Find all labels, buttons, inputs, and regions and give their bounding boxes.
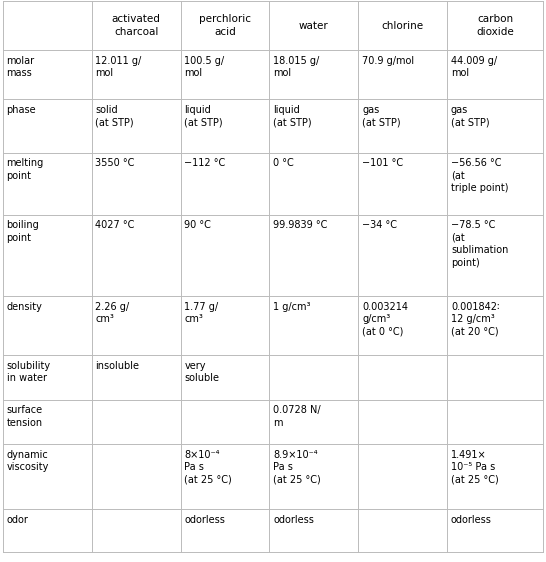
Text: 90 °C: 90 °C: [185, 220, 211, 230]
Text: 70.9 g/mol: 70.9 g/mol: [362, 56, 414, 66]
Text: −101 °C: −101 °C: [362, 158, 403, 168]
Text: 0.0728 N/
m: 0.0728 N/ m: [273, 405, 321, 428]
Text: 8×10⁻⁴
Pa s
(at 25 °C): 8×10⁻⁴ Pa s (at 25 °C): [185, 450, 232, 484]
Text: 0 °C: 0 °C: [273, 158, 294, 168]
Text: gas
(at STP): gas (at STP): [362, 105, 401, 127]
Text: phase: phase: [7, 105, 36, 115]
Text: surface
tension: surface tension: [7, 405, 43, 428]
Text: 44.009 g/
mol: 44.009 g/ mol: [451, 56, 497, 78]
Text: odor: odor: [7, 515, 28, 525]
Text: 0.001842∶
12 g/cm³
(at 20 °C): 0.001842∶ 12 g/cm³ (at 20 °C): [451, 302, 500, 337]
Text: 1.491×
10⁻⁵ Pa s
(at 25 °C): 1.491× 10⁻⁵ Pa s (at 25 °C): [451, 450, 498, 484]
Text: perchloric
acid: perchloric acid: [199, 15, 251, 37]
Text: 8.9×10⁻⁴
Pa s
(at 25 °C): 8.9×10⁻⁴ Pa s (at 25 °C): [273, 450, 321, 484]
Text: −112 °C: −112 °C: [185, 158, 225, 168]
Text: 1 g/cm³: 1 g/cm³: [273, 302, 311, 312]
Text: liquid
(at STP): liquid (at STP): [273, 105, 312, 127]
Text: 1.77 g/
cm³: 1.77 g/ cm³: [185, 302, 218, 324]
Text: gas
(at STP): gas (at STP): [451, 105, 490, 127]
Text: very
soluble: very soluble: [185, 361, 219, 383]
Text: solubility
in water: solubility in water: [7, 361, 51, 383]
Text: water: water: [299, 21, 329, 30]
Text: insoluble: insoluble: [96, 361, 139, 371]
Text: molar
mass: molar mass: [7, 56, 35, 78]
Text: chlorine: chlorine: [382, 21, 424, 30]
Text: density: density: [7, 302, 43, 312]
Text: melting
point: melting point: [7, 158, 44, 181]
Text: carbon
dioxide: carbon dioxide: [476, 15, 514, 37]
Text: −78.5 °C
(at
sublimation
point): −78.5 °C (at sublimation point): [451, 220, 508, 268]
Text: activated
charcoal: activated charcoal: [111, 15, 161, 37]
Text: odorless: odorless: [273, 515, 314, 525]
Text: −34 °C: −34 °C: [362, 220, 397, 230]
Text: odorless: odorless: [185, 515, 225, 525]
Text: 18.015 g/
mol: 18.015 g/ mol: [273, 56, 319, 78]
Text: solid
(at STP): solid (at STP): [96, 105, 134, 127]
Text: 99.9839 °C: 99.9839 °C: [273, 220, 328, 230]
Text: 12.011 g/
mol: 12.011 g/ mol: [96, 56, 142, 78]
Text: 3550 °C: 3550 °C: [96, 158, 135, 168]
Text: dynamic
viscosity: dynamic viscosity: [7, 450, 49, 472]
Text: 4027 °C: 4027 °C: [96, 220, 135, 230]
Text: −56.56 °C
(at
triple point): −56.56 °C (at triple point): [451, 158, 508, 193]
Text: odorless: odorless: [451, 515, 492, 525]
Text: liquid
(at STP): liquid (at STP): [185, 105, 223, 127]
Text: 0.003214
g/cm³
(at 0 °C): 0.003214 g/cm³ (at 0 °C): [362, 302, 408, 337]
Text: 2.26 g/
cm³: 2.26 g/ cm³: [96, 302, 129, 324]
Text: boiling
point: boiling point: [7, 220, 39, 243]
Text: 100.5 g/
mol: 100.5 g/ mol: [185, 56, 224, 78]
